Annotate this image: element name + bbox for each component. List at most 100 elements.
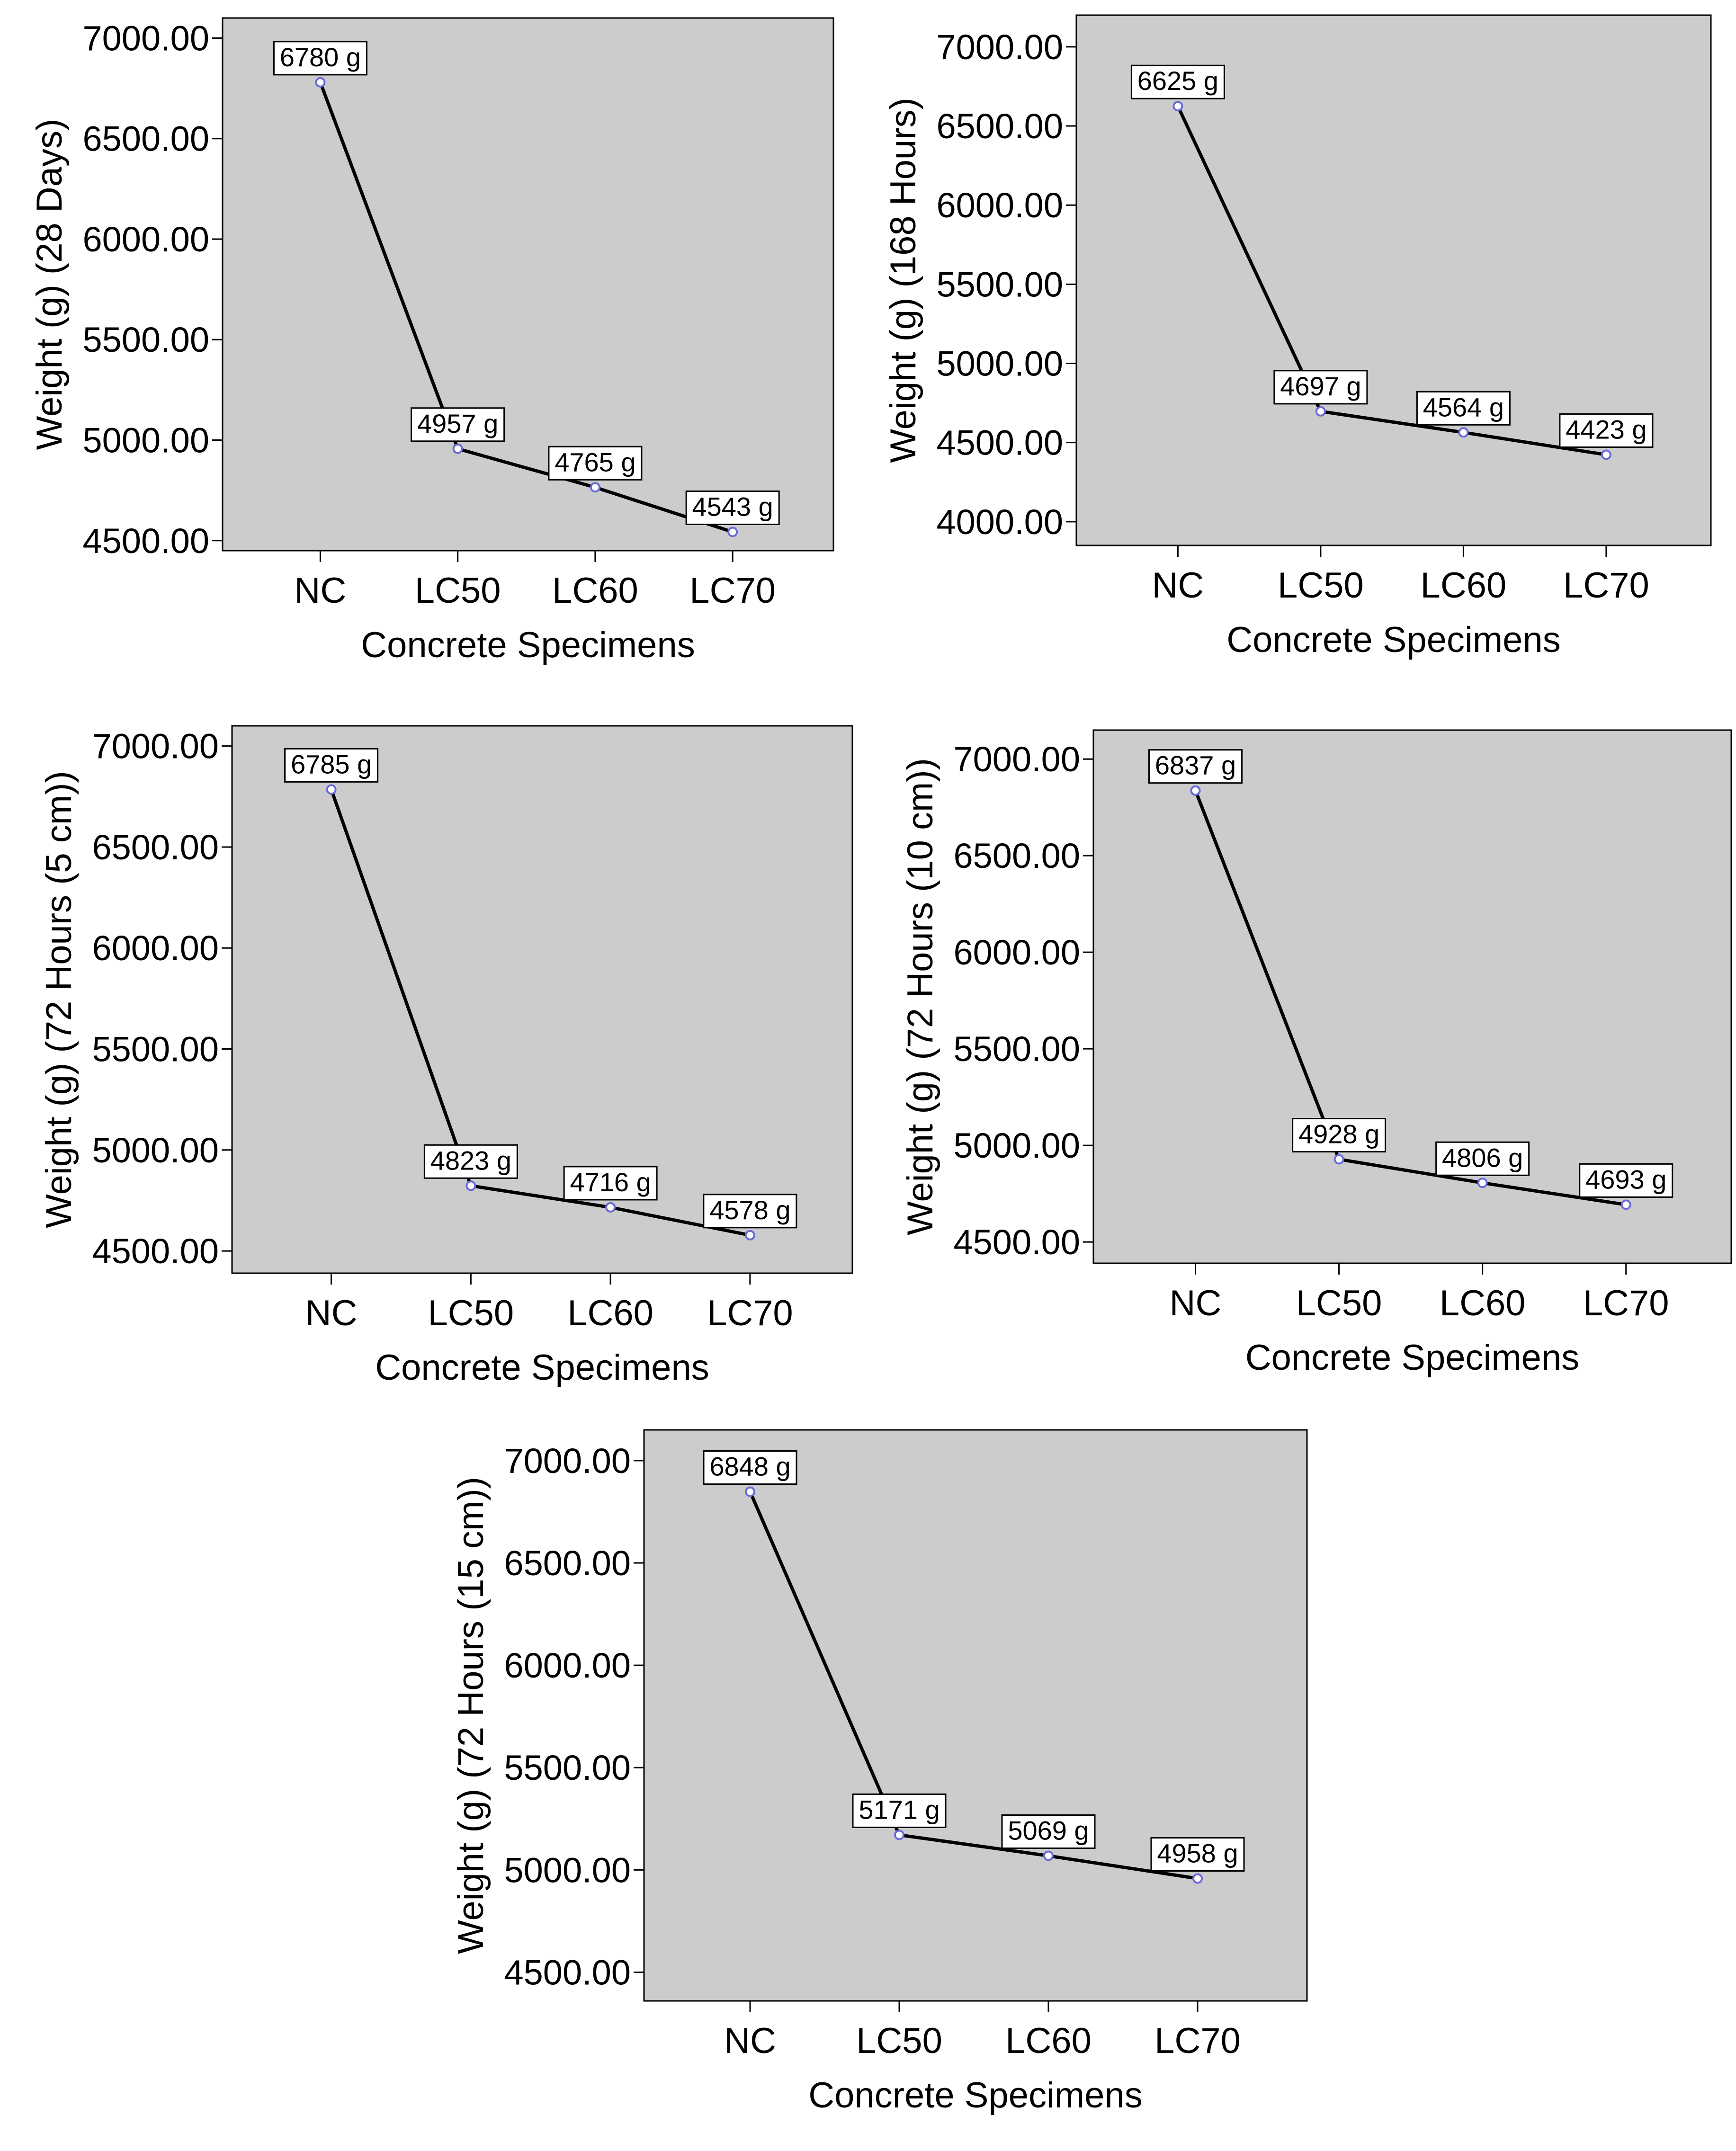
data-point	[894, 1830, 904, 1840]
chart-72-hours-5cm: 4500.00 5000.00 5500.00 6000.00 6500.00 7000.…	[39, 725, 853, 1388]
y-tick-label: 6000.00	[937, 186, 1064, 225]
data-label-box	[1150, 1837, 1245, 1872]
data-label: 5171 g	[859, 1794, 940, 1824]
data-label-box	[1435, 1141, 1530, 1176]
data-point	[744, 1230, 755, 1241]
data-label: 4806 g	[1442, 1142, 1523, 1172]
data-point	[452, 443, 463, 454]
y-tick-label: 6500.00	[92, 828, 219, 867]
plot-area	[231, 725, 853, 1274]
chart-28-days: 4500.00 5000.00 5500.00 6000.00 6500.00 7000.…	[29, 17, 834, 665]
series-line	[748, 1491, 1198, 1880]
y-tick-label: 7000.00	[92, 727, 219, 766]
series-line	[330, 789, 751, 1237]
y-tick-label: 5500.00	[92, 1030, 219, 1069]
data-point	[1333, 1154, 1344, 1165]
data-point	[1172, 101, 1183, 112]
data-label-box	[1579, 1163, 1673, 1198]
data-label-box	[563, 1166, 658, 1201]
data-label: 6785 g	[291, 749, 372, 779]
data-label-box	[1130, 64, 1225, 99]
x-axis-title: Concrete Specimens	[375, 1348, 709, 1388]
data-label: 4578 g	[709, 1195, 790, 1225]
x-tick-label: NC	[724, 2021, 776, 2061]
x-tick-label: LC50	[856, 2021, 942, 2061]
y-tick-label: 7000.00	[504, 1441, 631, 1481]
y-tick-label: 5000.00	[83, 421, 210, 460]
data-point	[465, 1180, 476, 1191]
y-tick-label: 6500.00	[83, 119, 210, 159]
x-axis-title: Concrete Specimens	[1245, 1338, 1579, 1378]
x-tick-label: LC50	[1278, 565, 1364, 606]
x-tick-label: LC60	[1005, 2021, 1092, 2061]
y-tick-label: 5000.00	[504, 1850, 631, 1890]
x-tick-label: NC	[1170, 1283, 1222, 1323]
y-tick-label: 5500.00	[954, 1029, 1081, 1069]
x-tick-label: LC60	[567, 1293, 653, 1333]
y-tick-label: 5500.00	[83, 320, 210, 359]
data-label-box	[1273, 370, 1368, 405]
x-tick-label: LC70	[1583, 1283, 1669, 1323]
y-tick-label: 6500.00	[954, 836, 1081, 875]
x-tick-label: LC60	[1440, 1283, 1526, 1323]
plot-area	[222, 17, 834, 552]
x-axis-title: Concrete Specimens	[1226, 620, 1560, 660]
data-label: 6780 g	[280, 42, 361, 72]
data-label: 6848 g	[709, 1452, 790, 1482]
y-tick-label: 4000.00	[937, 502, 1064, 542]
data-label: 5069 g	[1008, 1816, 1089, 1846]
x-tick-label: LC70	[1154, 2021, 1241, 2061]
y-tick-label: 5000.00	[937, 344, 1064, 384]
data-label-box	[1416, 391, 1511, 426]
y-tick-label: 5000.00	[954, 1126, 1081, 1165]
data-label-box	[1559, 413, 1654, 448]
y-tick-label: 5000.00	[92, 1131, 219, 1170]
data-label-box	[703, 1450, 797, 1485]
data-point	[605, 1202, 616, 1213]
data-point	[1043, 1850, 1054, 1861]
data-point	[727, 527, 738, 537]
data-point	[326, 784, 337, 795]
chart-72-hours-10cm: 4500.00 5000.00 5500.00 6000.00 6500.00 7000.…	[900, 729, 1732, 1378]
y-axis-title: Weight (g) (72 Hours (10 cm))	[900, 758, 940, 1235]
x-tick-label: LC50	[415, 571, 501, 611]
data-point	[745, 1486, 755, 1497]
series-line	[1194, 790, 1627, 1206]
data-point	[1192, 1873, 1203, 1884]
data-label-box	[1148, 749, 1243, 784]
y-tick-label: 6000.00	[83, 220, 210, 259]
data-label-box	[703, 1194, 797, 1229]
data-point	[1190, 785, 1201, 796]
x-tick-label: LC70	[1563, 565, 1649, 606]
y-tick-label: 6000.00	[504, 1646, 631, 1685]
y-tick-label: 4500.00	[954, 1223, 1081, 1262]
y-tick-label: 6500.00	[504, 1544, 631, 1583]
x-tick-label: LC60	[1421, 565, 1507, 606]
data-label: 4957 g	[417, 409, 498, 438]
data-point	[1458, 427, 1469, 438]
y-tick-label: 6000.00	[92, 928, 219, 968]
y-axis-title: Weight (g) (28 Days)	[29, 119, 70, 450]
data-label: 4823 g	[430, 1145, 511, 1175]
y-axis-title: Weight (g) (72 Hours (5 cm))	[39, 771, 79, 1228]
data-label: 4423 g	[1566, 414, 1647, 444]
x-tick-label: LC70	[707, 1293, 793, 1333]
data-label-box	[852, 1793, 947, 1828]
data-label: 6837 g	[1155, 750, 1236, 780]
data-label-box	[548, 446, 643, 481]
data-label-box	[685, 491, 780, 526]
x-tick-label: LC50	[428, 1293, 514, 1333]
data-label-box	[273, 41, 367, 76]
data-label: 4543 g	[692, 492, 773, 522]
x-tick-label: LC50	[1296, 1283, 1382, 1323]
y-tick-label: 4500.00	[937, 423, 1064, 463]
y-tick-label: 4500.00	[504, 1953, 631, 1992]
data-label-box	[1292, 1118, 1387, 1153]
plot-area	[643, 1429, 1308, 2002]
x-tick-label: LC70	[689, 571, 776, 611]
data-point	[590, 482, 600, 493]
x-tick-label: NC	[295, 571, 347, 611]
x-axis-title: Concrete Specimens	[808, 2075, 1142, 2115]
y-axis-title: Weight (g) (168 Hours)	[883, 98, 923, 463]
